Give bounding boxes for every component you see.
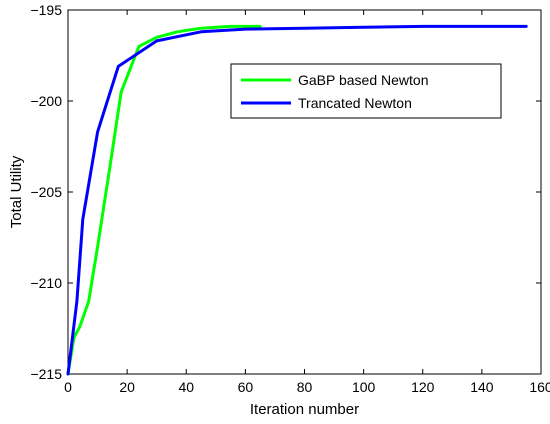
x-axis-title: Iteration number [250, 401, 359, 418]
y-tick-label: −200 [30, 93, 62, 109]
x-tick-label: 80 [297, 379, 313, 395]
x-tick-label: 20 [119, 379, 135, 395]
x-tick-label: 160 [529, 379, 550, 395]
x-axis: 0 20 40 60 80 100 120 140 160 [64, 10, 550, 395]
series-lines [66, 24, 528, 376]
x-tick-label: 0 [64, 379, 72, 395]
x-tick-label: 60 [238, 379, 254, 395]
legend-label-trancated: Trancated Newton [298, 95, 412, 111]
legend-label-gabp: GaBP based Newton [298, 72, 429, 88]
x-tick-label: 140 [470, 379, 494, 395]
y-tick-label: −215 [30, 366, 62, 382]
y-tick-label: −195 [30, 2, 62, 18]
x-tick-label: 100 [352, 379, 376, 395]
legend: GaBP based Newton Trancated Newton [230, 63, 502, 119]
y-tick-label: −205 [30, 184, 62, 200]
x-tick-label: 40 [178, 379, 194, 395]
y-axis: −215 −210 −205 −200 −195 [30, 2, 541, 382]
legend-box [230, 63, 502, 119]
y-tick-label: −210 [30, 275, 62, 291]
y-axis-title: Total Utility [8, 155, 25, 228]
x-tick-label: 120 [411, 379, 435, 395]
series-line-0 [66, 24, 262, 376]
series-line-1 [66, 24, 528, 376]
